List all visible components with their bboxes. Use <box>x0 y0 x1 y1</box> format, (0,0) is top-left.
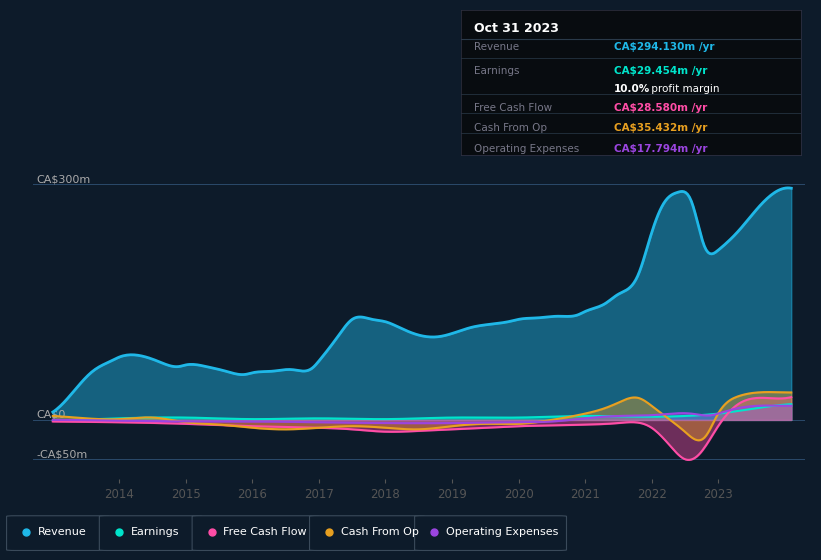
FancyBboxPatch shape <box>7 516 109 550</box>
FancyBboxPatch shape <box>415 516 566 550</box>
Text: CA$294.130m /yr: CA$294.130m /yr <box>614 42 714 52</box>
Text: Free Cash Flow: Free Cash Flow <box>475 102 553 113</box>
FancyBboxPatch shape <box>310 516 424 550</box>
Text: CA$17.794m /yr: CA$17.794m /yr <box>614 144 708 155</box>
Text: Cash From Op: Cash From Op <box>475 123 548 133</box>
Text: Free Cash Flow: Free Cash Flow <box>223 527 307 537</box>
Text: CA$0: CA$0 <box>37 410 66 420</box>
Text: 10.0%: 10.0% <box>614 84 650 94</box>
Text: Operating Expenses: Operating Expenses <box>446 527 558 537</box>
Text: -CA$50m: -CA$50m <box>37 449 88 459</box>
Text: Earnings: Earnings <box>131 527 179 537</box>
Text: CA$300m: CA$300m <box>37 174 91 184</box>
Text: CA$28.580m /yr: CA$28.580m /yr <box>614 102 707 113</box>
FancyBboxPatch shape <box>99 516 202 550</box>
Text: Revenue: Revenue <box>38 527 86 537</box>
Text: Oct 31 2023: Oct 31 2023 <box>475 22 559 35</box>
Text: Earnings: Earnings <box>475 67 520 76</box>
FancyBboxPatch shape <box>192 516 319 550</box>
Text: Revenue: Revenue <box>475 42 520 52</box>
Text: Cash From Op: Cash From Op <box>341 527 419 537</box>
Text: profit margin: profit margin <box>648 84 719 94</box>
Text: CA$35.432m /yr: CA$35.432m /yr <box>614 123 707 133</box>
Text: CA$29.454m /yr: CA$29.454m /yr <box>614 67 707 76</box>
Text: Operating Expenses: Operating Expenses <box>475 144 580 155</box>
